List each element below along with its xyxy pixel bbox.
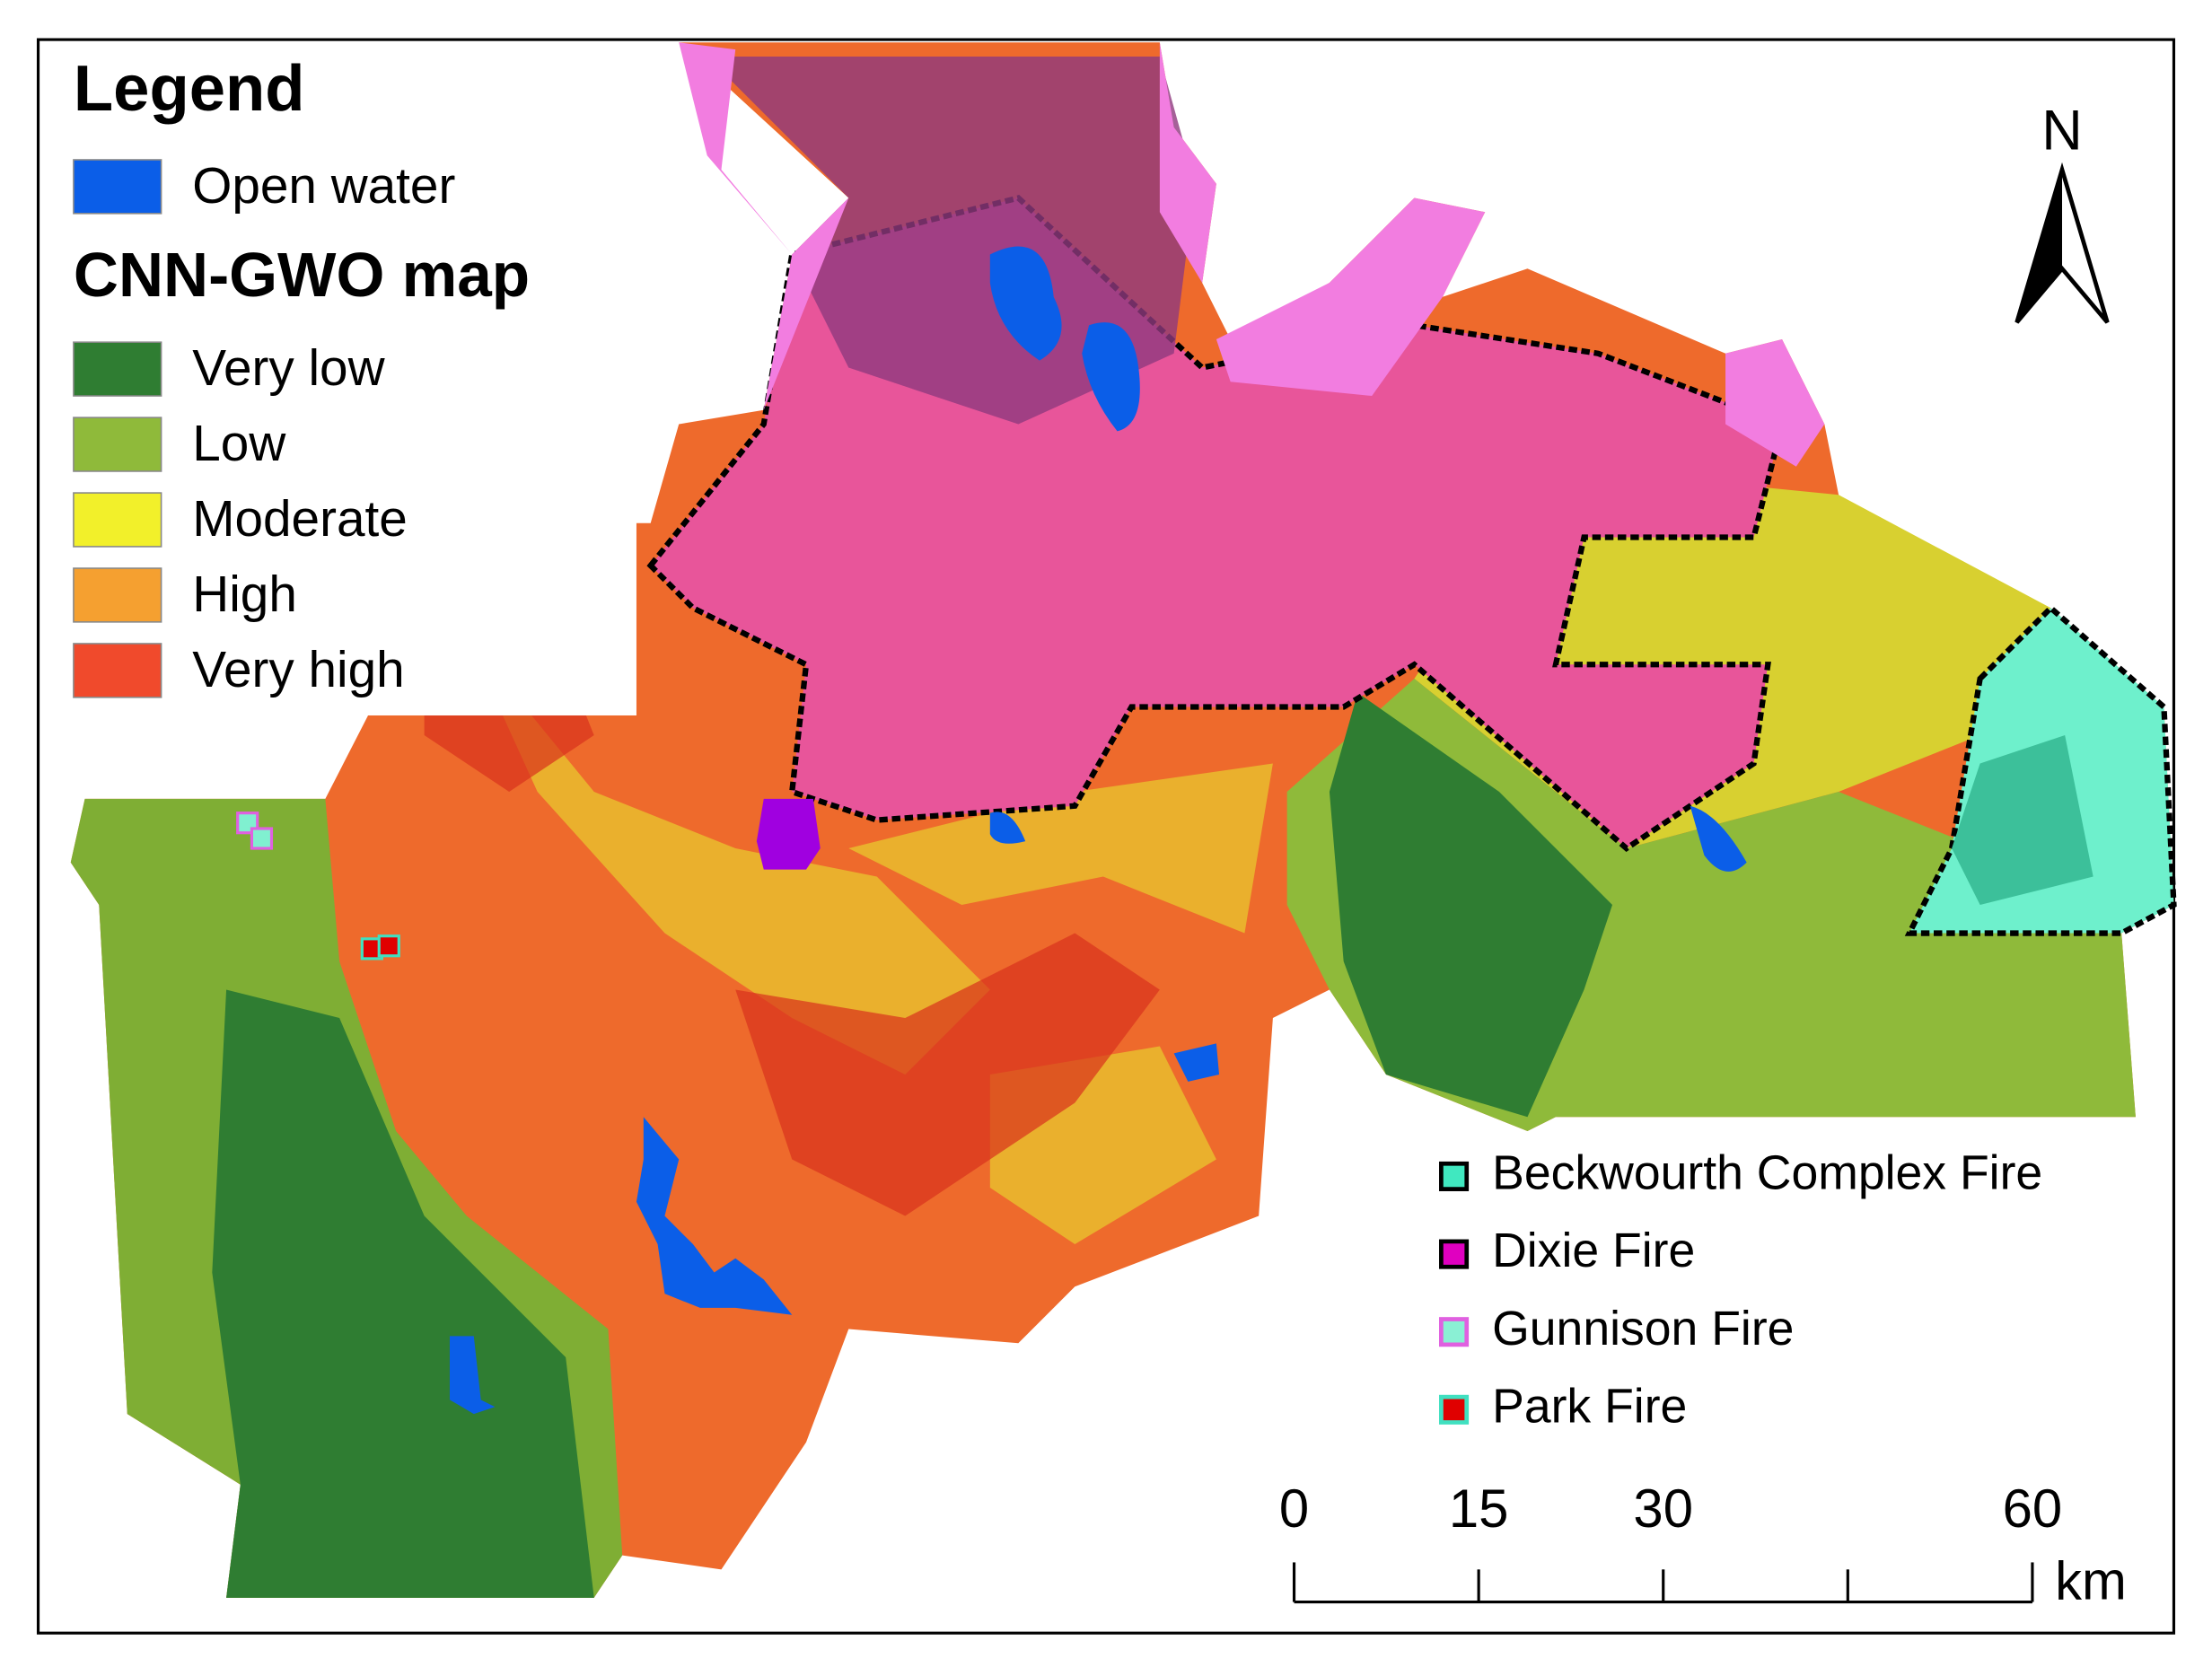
scale-label: 60 bbox=[2003, 1478, 2063, 1539]
region-very-low-east bbox=[1329, 692, 1613, 1118]
fire-dixie-outer bbox=[679, 42, 1825, 467]
legend-swatch bbox=[73, 492, 162, 548]
fire-swatch bbox=[1439, 1317, 1470, 1347]
legend-title: Legend bbox=[74, 52, 305, 125]
legend-swatch bbox=[73, 643, 162, 698]
scale-label: 0 bbox=[1279, 1478, 1309, 1539]
legend-swatch bbox=[73, 159, 162, 215]
gunnison-marker bbox=[250, 827, 274, 850]
legend-label: Moderate bbox=[192, 491, 408, 548]
region-very-low-west bbox=[212, 989, 594, 1598]
fire-swatch bbox=[1439, 1394, 1470, 1425]
north-label: N bbox=[2041, 99, 2083, 162]
scale-unit: km bbox=[2055, 1550, 2127, 1610]
scale-label: 30 bbox=[1633, 1478, 1693, 1539]
region-very-high bbox=[424, 593, 1160, 1216]
legend-label: Open water bbox=[192, 158, 455, 215]
legend-swatch bbox=[73, 567, 162, 623]
park-marker bbox=[377, 934, 400, 958]
scale-label: 15 bbox=[1449, 1478, 1509, 1539]
fire-swatch bbox=[1439, 1161, 1470, 1191]
legend-subtitle: CNN-GWO map bbox=[74, 240, 530, 310]
dixie-marker-area bbox=[756, 798, 821, 870]
map-area bbox=[70, 42, 2177, 1598]
fire-label: Beckwourth Complex Fire bbox=[1492, 1147, 2042, 1200]
legend-label: Low bbox=[192, 416, 286, 472]
fire-dixie-overlay bbox=[707, 57, 1196, 425]
north-arrow bbox=[2014, 162, 2110, 324]
legend-label: Very high bbox=[192, 642, 404, 698]
legend-swatch bbox=[73, 417, 162, 472]
north-arrow-fill bbox=[2016, 170, 2063, 323]
fire-label: Gunnison Fire bbox=[1492, 1303, 1794, 1356]
legend-swatch bbox=[73, 341, 162, 397]
fire-beckwourth-inner bbox=[1952, 735, 2094, 906]
legend-label: Very low bbox=[192, 340, 385, 397]
fire-label: Dixie Fire bbox=[1492, 1224, 1695, 1277]
legend-label: High bbox=[192, 566, 297, 623]
fire-swatch bbox=[1439, 1239, 1470, 1269]
fire-label: Park Fire bbox=[1492, 1380, 1687, 1433]
